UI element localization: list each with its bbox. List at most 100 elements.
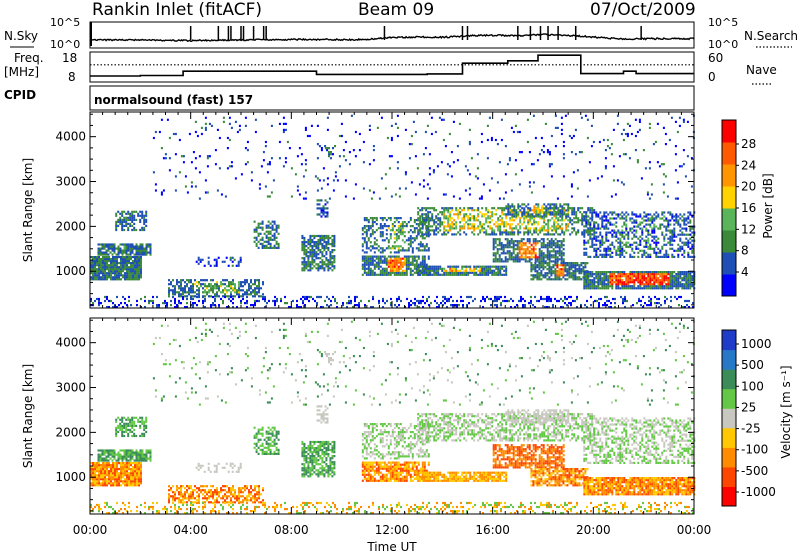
power-cell-4220 [691, 251, 694, 254]
power-cell-4504 [434, 299, 436, 303]
power-cell-103 [108, 274, 110, 277]
power-cell-2561 [494, 258, 497, 261]
power-cell-2232 [509, 223, 512, 226]
power-cell-990 [313, 236, 316, 240]
power-cell-3344 [621, 283, 624, 286]
power-cell-3092 [560, 270, 563, 273]
power-cell-4333 [210, 304, 212, 307]
power-cell-3270 [603, 287, 606, 290]
power-cell-4124 [671, 215, 674, 218]
power-cell-3029 [540, 262, 543, 265]
power-cell-1952 [433, 221, 436, 224]
power-cell-1131 [322, 205, 325, 208]
power-cell-2088 [469, 217, 472, 220]
power-cell-2267 [519, 231, 522, 234]
power-cell-1239 [381, 261, 384, 264]
power-cell-4281 [150, 299, 152, 303]
power-cell-3118 [568, 276, 571, 279]
power-cell-1399 [421, 261, 424, 264]
power-cell-1250 [385, 273, 388, 276]
power-cell-2410 [555, 225, 558, 228]
power-cell-1479 [373, 247, 376, 250]
power-cell-3940 [637, 225, 640, 228]
power-cell-3826 [615, 213, 618, 216]
power-cell-4357 [240, 299, 242, 303]
power-cell-4750 [184, 185, 187, 188]
power-cell-1110 [333, 241, 336, 244]
power-cell-1580 [399, 245, 402, 248]
power-cell-2897 [527, 213, 530, 216]
power-cell-1797 [465, 267, 468, 270]
power-cell-3833 [617, 231, 620, 234]
power-cell-738 [250, 285, 252, 288]
power-cell-1719 [429, 273, 432, 276]
power-cell-3827 [617, 253, 620, 256]
power-cell-2870 [511, 209, 514, 212]
power-cell-3191 [583, 281, 586, 284]
power-cell-2076 [465, 213, 468, 216]
power-cell-670 [226, 295, 228, 298]
power-cell-2586 [500, 258, 503, 261]
power-cell-2361 [543, 221, 546, 224]
power-cell-3295 [609, 285, 612, 288]
power-cell-3678 [589, 211, 592, 214]
power-cell-4918 [362, 187, 365, 190]
power-cell-156 [116, 258, 118, 261]
power-cell-3855 [621, 245, 624, 248]
power-cell-1219 [377, 273, 380, 276]
power-cell-3010 [536, 274, 539, 277]
power-cell-821 [257, 234, 260, 237]
power-cell-3249 [597, 279, 600, 282]
power-cell-3307 [611, 279, 614, 282]
power-cell-3114 [566, 270, 569, 273]
power-cell-1915 [425, 231, 428, 234]
power-cell-1204 [371, 257, 374, 260]
power-cell-1751 [443, 269, 446, 272]
power-cell-1757 [447, 271, 450, 274]
power-cell-2572 [496, 250, 499, 253]
power-cell-932 [305, 261, 308, 264]
power-cell-1543 [391, 245, 394, 248]
power-cell-871 [271, 246, 274, 249]
power-cell-594 [196, 289, 198, 292]
power-cell-2795 [550, 260, 553, 263]
power-cell-3714 [595, 213, 598, 216]
power-cell-1149 [330, 157, 332, 160]
power-cell-3586 [681, 285, 684, 288]
power-cell-1842 [487, 269, 490, 272]
power-cell-1658 [421, 249, 424, 252]
power-cell-4345 [224, 295, 226, 299]
power-cell-420 [149, 245, 152, 248]
power-cell-4781 [210, 124, 213, 127]
power-cell-1180 [367, 271, 370, 274]
power-cell-3296 [609, 283, 612, 286]
power-cell-4110 [669, 219, 672, 222]
power-cell-1618 [409, 239, 412, 242]
power-cell-788 [215, 258, 218, 261]
power-cell-4782 [214, 163, 217, 166]
power-cell-2555 [492, 246, 495, 249]
power-cell-3069 [554, 272, 557, 275]
power-cell-555 [182, 291, 184, 294]
power-cell-4587 [524, 306, 526, 309]
power-cell-3093 [560, 268, 563, 271]
power-cell-799 [233, 258, 236, 261]
power-cell-4087 [665, 227, 668, 230]
power-cell-4355 [238, 295, 240, 299]
power-cell-235 [132, 274, 134, 277]
power-cell-3207 [587, 285, 590, 288]
power-cell-4144 [677, 255, 680, 258]
power-cell-4299 [174, 306, 176, 309]
power-cell-327 [111, 247, 114, 250]
power-cell-2868 [511, 215, 514, 218]
power-cell-4336 [212, 295, 214, 299]
power-cell-1025 [319, 236, 322, 240]
power-cell-1102 [333, 265, 336, 268]
power-cell-436 [119, 216, 122, 219]
power-cell-3972 [645, 255, 648, 258]
power-cell-2634 [512, 252, 515, 255]
power-cell-2742 [538, 260, 541, 263]
power-cell-3629 [691, 279, 694, 282]
power-cell-2798 [550, 250, 553, 253]
power-cell-4586 [522, 297, 524, 301]
